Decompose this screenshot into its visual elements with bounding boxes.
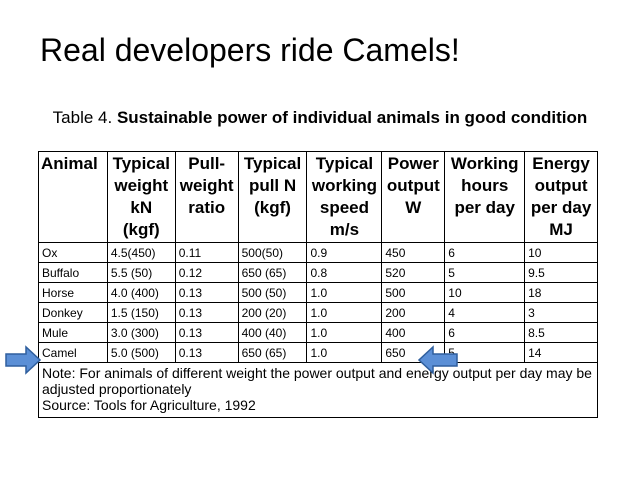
table-cell: 1.0 xyxy=(306,342,383,363)
table-cell: 3.0 (300) xyxy=(106,322,176,343)
right-arrow-shape xyxy=(5,345,41,375)
table-cell: 9.5 xyxy=(524,262,598,283)
table-row: Horse 4.0 (400) 0.13 500 (50) 1.0 500 10… xyxy=(38,282,598,303)
header-pull-weight-ratio: Pull-weight ratio xyxy=(174,151,239,243)
table-header-row: Animal Typical weight kN (kgf) Pull-weig… xyxy=(38,151,598,243)
table-note: Note: For animals of different weight th… xyxy=(38,362,598,418)
table-cell: 500 (50) xyxy=(237,282,308,303)
table-cell: 500 xyxy=(381,282,446,303)
table-cell: 10 xyxy=(444,282,526,303)
table-cell: 3 xyxy=(524,302,598,323)
header-typical-weight: Typical weight kN (kgf) xyxy=(106,151,176,243)
note-text: Note: For animals of different weight th… xyxy=(42,365,592,397)
table-cell: 5 xyxy=(444,262,526,283)
table-cell: 5.0 (500) xyxy=(106,342,176,363)
table-cell: 4.5(450) xyxy=(106,242,176,263)
table-cell: 4 xyxy=(444,302,526,323)
table-note-row: Note: For animals of different weight th… xyxy=(38,362,598,418)
table-cell: 4.0 (400) xyxy=(106,282,176,303)
slide-title: Real developers ride Camels! xyxy=(40,32,460,68)
table-cell: 0.13 xyxy=(174,322,239,343)
left-arrow-icon xyxy=(418,345,458,375)
animal-power-table: Animal Typical weight kN (kgf) Pull-weig… xyxy=(38,151,598,418)
table-cell: 10 xyxy=(524,242,598,263)
table-cell: 1.5 (150) xyxy=(106,302,176,323)
table-row: Ox 4.5(450) 0.11 500(50) 0.9 450 6 10 xyxy=(38,242,598,263)
header-power-output: Power output W xyxy=(381,151,446,243)
table-cell: Camel xyxy=(38,342,108,363)
table-row: Donkey 1.5 (150) 0.13 200 (20) 1.0 200 4… xyxy=(38,302,598,323)
table-cell: 18 xyxy=(524,282,598,303)
table-row: Mule 3.0 (300) 0.13 400 (40) 1.0 400 6 8… xyxy=(38,322,598,343)
table-cell: 450 xyxy=(381,242,446,263)
header-energy-output: Energy output per day MJ xyxy=(524,151,598,243)
table-cell: 200 (20) xyxy=(237,302,308,323)
caption-title: Sustainable power of individual animals … xyxy=(116,108,588,127)
header-working-speed: Typical working speed m/s xyxy=(306,151,383,243)
table-cell: 400 (40) xyxy=(237,322,308,343)
table-cell: 6 xyxy=(444,322,526,343)
table-cell: 0.8 xyxy=(306,262,383,283)
table-cell: Mule xyxy=(38,322,108,343)
table-cell: Ox xyxy=(38,242,108,263)
table-cell: 8.5 xyxy=(524,322,598,343)
table-cell: 520 xyxy=(381,262,446,283)
table-cell: Buffalo xyxy=(38,262,108,283)
table-cell: 400 xyxy=(381,322,446,343)
header-working-hours: Working hours per day xyxy=(444,151,526,243)
table-cell: 0.13 xyxy=(174,282,239,303)
table-cell: 650 (65) xyxy=(237,262,308,283)
table-cell: 200 xyxy=(381,302,446,323)
table-cell: 0.13 xyxy=(174,342,239,363)
table-cell: 0.13 xyxy=(174,302,239,323)
table-cell: Horse xyxy=(38,282,108,303)
left-arrow-shape xyxy=(418,345,458,375)
table-cell: Donkey xyxy=(38,302,108,323)
header-animal: Animal xyxy=(38,151,108,243)
source-text: Source: Tools for Agriculture, 1992 xyxy=(42,397,256,413)
table-cell: 1.0 xyxy=(306,322,383,343)
table-cell: 5.5 (50) xyxy=(106,262,176,283)
header-typical-pull: Typical pull N (kgf) xyxy=(237,151,308,243)
caption-prefix: Table 4. xyxy=(52,108,117,127)
table-cell: 6 xyxy=(444,242,526,263)
table-caption: Table 4. Sustainable power of individual… xyxy=(40,108,600,128)
table-row-camel: Camel 5.0 (500) 0.13 650 (65) 1.0 650 5 … xyxy=(38,342,598,363)
table-cell: 0.11 xyxy=(174,242,239,263)
table-cell: 14 xyxy=(524,342,598,363)
table-cell: 0.12 xyxy=(174,262,239,283)
table-cell: 1.0 xyxy=(306,302,383,323)
table-cell: 650 (65) xyxy=(237,342,308,363)
table-cell: 500(50) xyxy=(237,242,308,263)
table-cell: 1.0 xyxy=(306,282,383,303)
table-cell: 0.9 xyxy=(306,242,383,263)
table-row: Buffalo 5.5 (50) 0.12 650 (65) 0.8 520 5… xyxy=(38,262,598,283)
right-arrow-icon xyxy=(5,345,41,375)
